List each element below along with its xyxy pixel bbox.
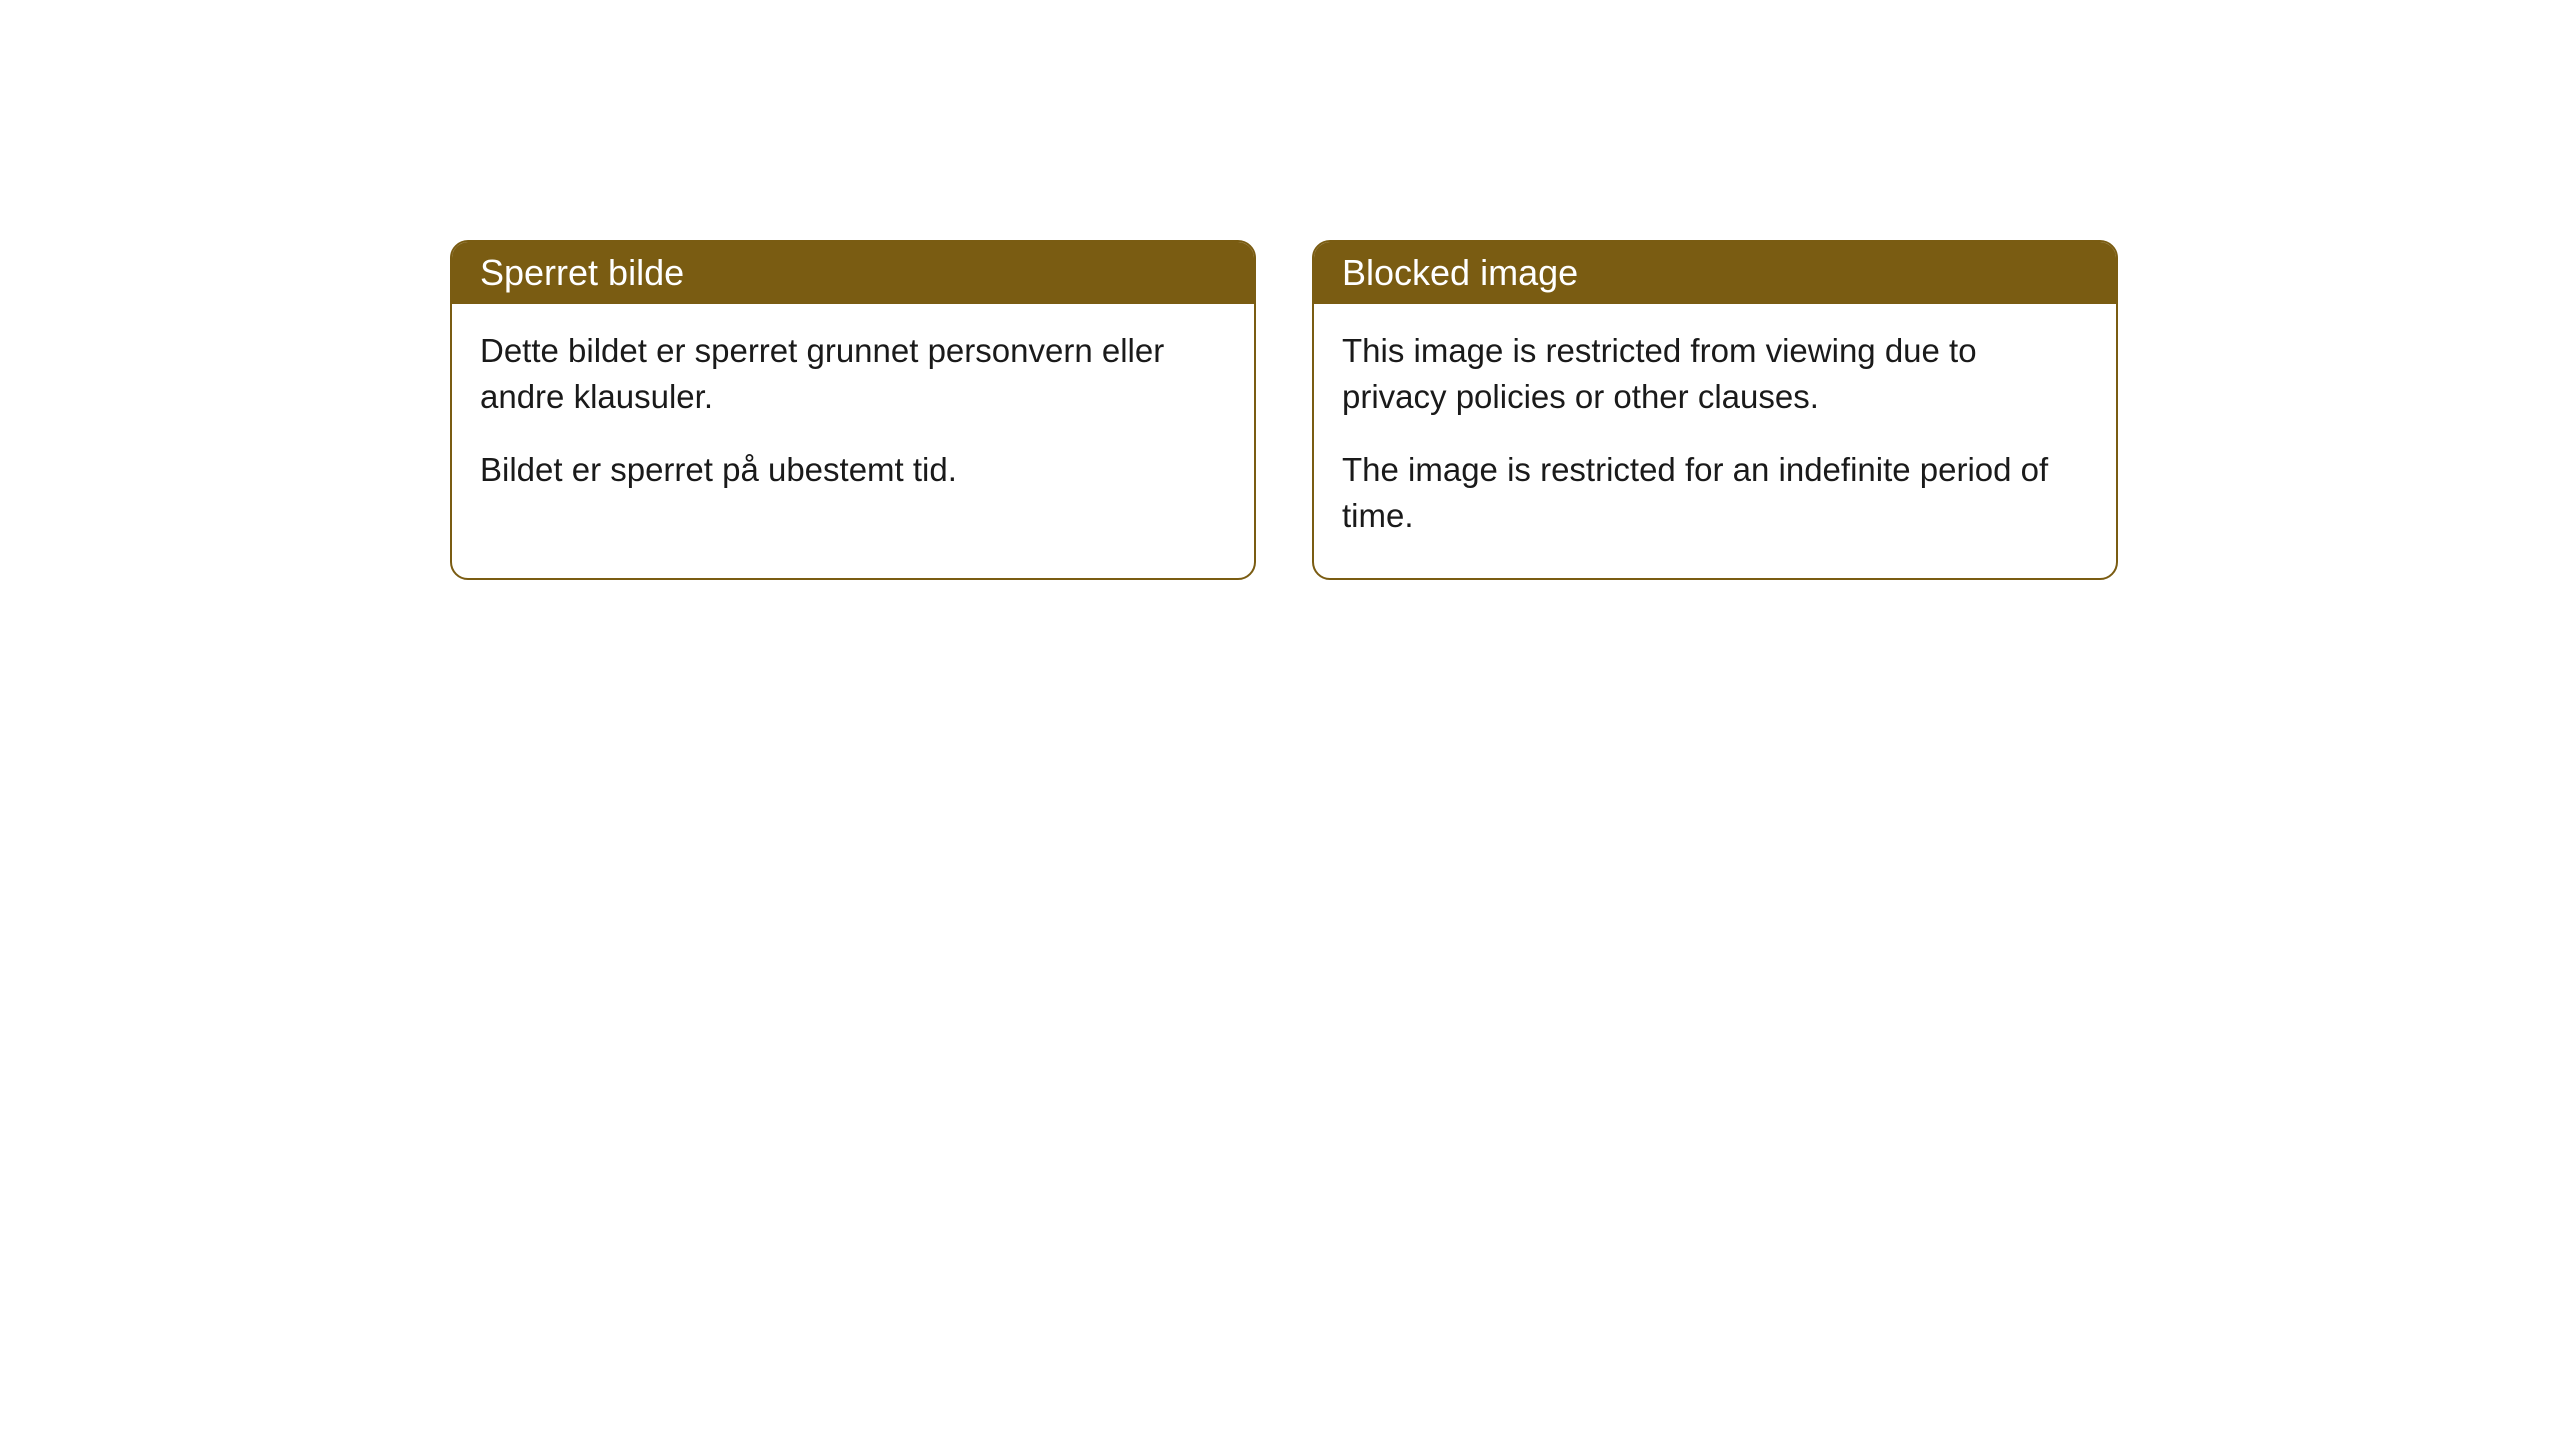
card-title: Sperret bilde	[480, 252, 684, 293]
card-title: Blocked image	[1342, 252, 1578, 293]
card-paragraph: This image is restricted from viewing du…	[1342, 328, 2088, 419]
notice-cards-container: Sperret bilde Dette bildet er sperret gr…	[0, 0, 2560, 580]
card-header: Blocked image	[1314, 242, 2116, 304]
blocked-image-card-norwegian: Sperret bilde Dette bildet er sperret gr…	[450, 240, 1256, 580]
card-paragraph: Bildet er sperret på ubestemt tid.	[480, 447, 1226, 493]
card-body: Dette bildet er sperret grunnet personve…	[452, 304, 1254, 533]
card-header: Sperret bilde	[452, 242, 1254, 304]
blocked-image-card-english: Blocked image This image is restricted f…	[1312, 240, 2118, 580]
card-paragraph: The image is restricted for an indefinit…	[1342, 447, 2088, 538]
card-paragraph: Dette bildet er sperret grunnet personve…	[480, 328, 1226, 419]
card-body: This image is restricted from viewing du…	[1314, 304, 2116, 578]
